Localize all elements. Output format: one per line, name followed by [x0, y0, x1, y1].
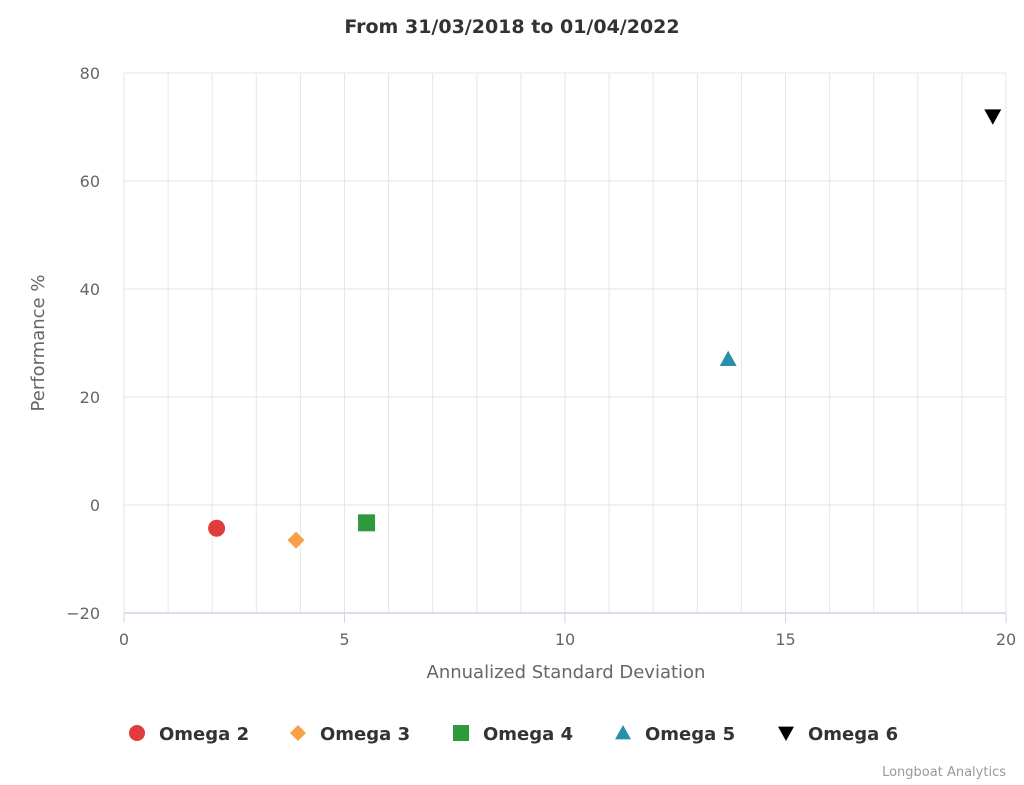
- y-tick-label: 20: [80, 388, 100, 407]
- x-tick-label: 5: [339, 630, 349, 649]
- y-axis-title: Performance %: [28, 275, 49, 412]
- legend-label: Omega 3: [320, 724, 410, 745]
- x-tick-label: 20: [996, 630, 1016, 649]
- legend-item[interactable]: Omega 3: [290, 724, 410, 745]
- y-tick-label: 40: [80, 280, 100, 299]
- legend-label: Omega 6: [808, 724, 898, 745]
- legend-marker: [778, 726, 794, 741]
- data-point: [208, 519, 226, 537]
- x-tick-label: 15: [775, 630, 795, 649]
- legend: Omega 2 Omega 3 Omega 4 Omega 5 Omega 6: [129, 724, 898, 745]
- legend-marker: [129, 725, 145, 741]
- grid-lines: [123, 72, 1007, 613]
- x-tick-label: 10: [555, 630, 575, 649]
- y-tick-label: 60: [80, 172, 100, 191]
- x-axis-title: Annualized Standard Deviation: [427, 662, 706, 683]
- credits-label: Longboat Analytics: [882, 765, 1006, 780]
- y-tick-label: −20: [66, 604, 100, 623]
- x-tick-label: 0: [119, 630, 129, 649]
- data-point: [984, 109, 1002, 125]
- chart-title: From 31/03/2018 to 01/04/2022: [344, 16, 679, 38]
- legend-item[interactable]: Omega 5: [615, 724, 735, 745]
- data-point: [287, 531, 305, 549]
- legend-marker: [453, 725, 469, 741]
- legend-item[interactable]: Omega 2: [129, 724, 249, 745]
- data-point: [719, 350, 737, 366]
- y-tick-label: 80: [80, 64, 100, 83]
- y-tick-label: 0: [90, 496, 100, 515]
- axes: −20 0 20 40 60 80 0 5 10 15 20: [66, 64, 1016, 649]
- legend-marker: [615, 725, 631, 740]
- data-point: [358, 514, 376, 532]
- data-points: [208, 109, 1002, 549]
- legend-item[interactable]: Omega 6: [778, 724, 898, 745]
- legend-marker: [290, 725, 306, 741]
- legend-label: Omega 2: [159, 724, 249, 745]
- legend-label: Omega 4: [483, 724, 573, 745]
- legend-label: Omega 5: [645, 724, 735, 745]
- legend-item[interactable]: Omega 4: [453, 724, 573, 745]
